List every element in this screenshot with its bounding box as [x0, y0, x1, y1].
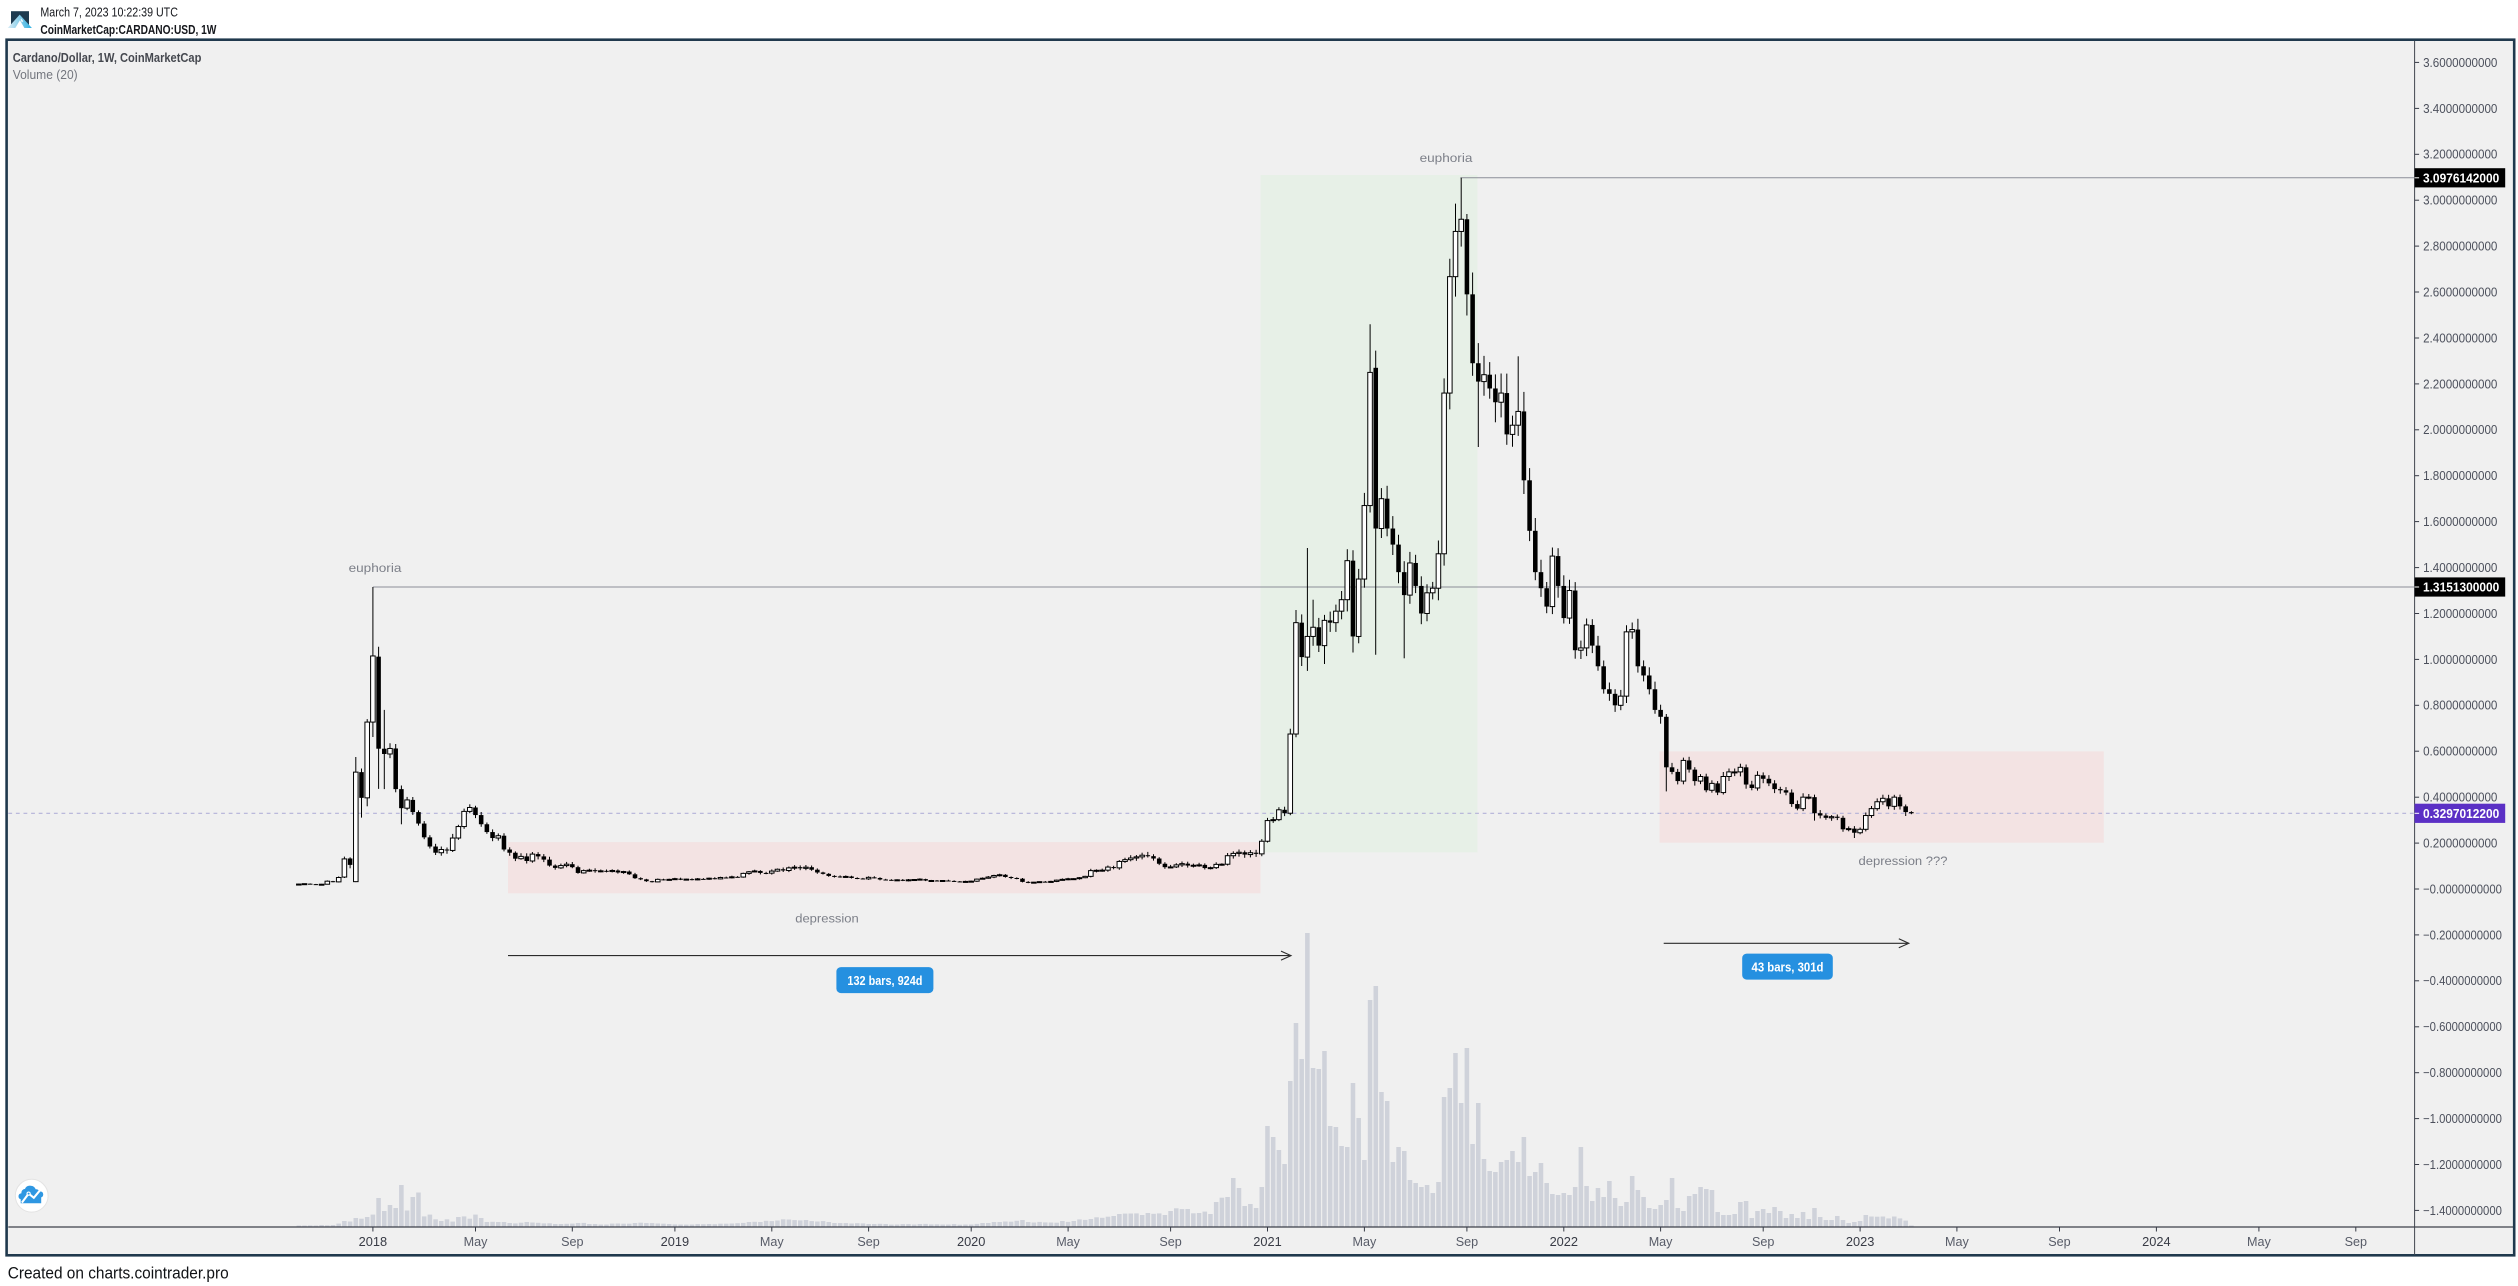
svg-text:May: May	[464, 1235, 488, 1249]
svg-text:1.2000000000: 1.2000000000	[2423, 606, 2497, 621]
svg-text:0.8000000000: 0.8000000000	[2423, 698, 2497, 713]
svg-text:May: May	[1649, 1235, 1673, 1249]
svg-text:2023: 2023	[1846, 1234, 1874, 1249]
svg-text:0.6000000000: 0.6000000000	[2423, 744, 2497, 759]
svg-text:2018: 2018	[359, 1234, 387, 1249]
svg-text:−1.4000000000: −1.4000000000	[2423, 1203, 2502, 1218]
svg-text:−1.0000000000: −1.0000000000	[2423, 1111, 2502, 1126]
svg-text:Sep: Sep	[561, 1235, 583, 1249]
svg-text:May: May	[760, 1235, 784, 1249]
svg-text:3.6000000000: 3.6000000000	[2423, 55, 2497, 70]
svg-text:March 7, 2023 10:22:39 UTC: March 7, 2023 10:22:39 UTC	[40, 5, 178, 20]
svg-text:0.2000000000: 0.2000000000	[2423, 836, 2497, 851]
svg-text:1.6000000000: 1.6000000000	[2423, 514, 2497, 529]
svg-text:1.3151300000: 1.3151300000	[2423, 580, 2499, 595]
svg-text:depression: depression	[795, 912, 859, 926]
svg-text:Volume (20): Volume (20)	[13, 67, 78, 82]
svg-text:May: May	[2247, 1235, 2271, 1249]
svg-text:−1.2000000000: −1.2000000000	[2423, 1157, 2502, 1172]
svg-text:−0.8000000000: −0.8000000000	[2423, 1065, 2502, 1080]
svg-text:3.4000000000: 3.4000000000	[2423, 101, 2497, 116]
svg-text:2021: 2021	[1253, 1234, 1281, 1249]
svg-text:3.2000000000: 3.2000000000	[2423, 147, 2497, 162]
svg-text:euphoria: euphoria	[349, 561, 402, 575]
svg-text:43 bars, 301d: 43 bars, 301d	[1752, 959, 1824, 974]
svg-text:Cardano/Dollar, 1W, CoinMarket: Cardano/Dollar, 1W, CoinMarketCap	[13, 50, 202, 65]
svg-text:−0.4000000000: −0.4000000000	[2423, 973, 2502, 988]
svg-text:Sep: Sep	[1159, 1235, 1181, 1249]
svg-text:2.6000000000: 2.6000000000	[2423, 284, 2497, 299]
svg-text:May: May	[1056, 1235, 1080, 1249]
svg-text:−0.0000000000: −0.0000000000	[2423, 881, 2502, 896]
svg-text:−0.2000000000: −0.2000000000	[2423, 927, 2502, 942]
svg-text:Created on charts.cointrader.p: Created on charts.cointrader.pro	[8, 1263, 229, 1282]
svg-text:1.4000000000: 1.4000000000	[2423, 560, 2497, 575]
svg-text:Sep: Sep	[857, 1235, 879, 1249]
svg-text:2024: 2024	[2142, 1234, 2170, 1249]
svg-text:−0.6000000000: −0.6000000000	[2423, 1019, 2502, 1034]
svg-text:1.8000000000: 1.8000000000	[2423, 468, 2497, 483]
svg-text:1.0000000000: 1.0000000000	[2423, 652, 2497, 667]
svg-text:CoinMarketCap:CARDANO:USD, 1W: CoinMarketCap:CARDANO:USD, 1W	[40, 22, 216, 37]
svg-text:depression ???: depression ???	[1859, 854, 1948, 868]
svg-text:euphoria: euphoria	[1420, 151, 1473, 165]
svg-text:2020: 2020	[957, 1234, 985, 1249]
svg-text:2.0000000000: 2.0000000000	[2423, 422, 2497, 437]
svg-text:Sep: Sep	[1456, 1235, 1478, 1249]
svg-text:2.2000000000: 2.2000000000	[2423, 376, 2497, 391]
svg-text:2.4000000000: 2.4000000000	[2423, 330, 2497, 345]
svg-text:2019: 2019	[661, 1234, 689, 1249]
svg-text:3.0000000000: 3.0000000000	[2423, 193, 2497, 208]
svg-text:2.8000000000: 2.8000000000	[2423, 239, 2497, 254]
svg-text:Sep: Sep	[2345, 1235, 2367, 1249]
svg-text:3.0976142000: 3.0976142000	[2423, 170, 2499, 185]
svg-text:May: May	[1353, 1235, 1377, 1249]
svg-text:0.4000000000: 0.4000000000	[2423, 790, 2497, 805]
svg-text:May: May	[1945, 1235, 1969, 1249]
svg-text:2022: 2022	[1550, 1234, 1578, 1249]
svg-text:0.3297012200: 0.3297012200	[2423, 806, 2499, 821]
svg-text:Sep: Sep	[1752, 1235, 1774, 1249]
svg-text:132 bars, 924d: 132 bars, 924d	[847, 973, 922, 988]
svg-text:Sep: Sep	[2048, 1235, 2070, 1249]
